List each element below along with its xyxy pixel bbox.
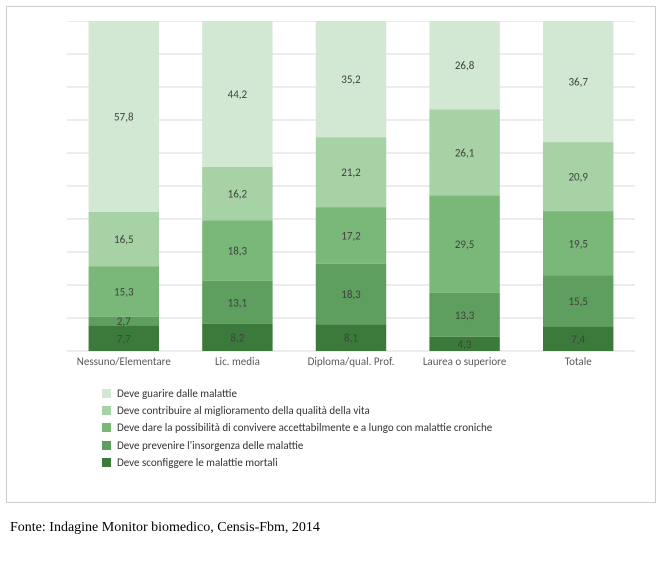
legend-swatch: [102, 423, 111, 432]
svg-text:36,7: 36,7: [568, 76, 588, 89]
svg-text:16,2: 16,2: [228, 188, 248, 201]
svg-text:Lic. media: Lic. media: [215, 355, 260, 368]
legend-item: Deve guarire dalle malattie: [102, 387, 492, 400]
svg-text:2,7: 2,7: [117, 315, 131, 328]
legend-swatch: [102, 441, 111, 450]
legend-label: Deve prevenire l'insorgenza delle malatt…: [117, 439, 303, 452]
svg-text:57,8: 57,8: [114, 110, 134, 123]
legend-label: Deve guarire dalle malattie: [117, 387, 237, 400]
legend-item: Deve dare la possibilità di convivere ac…: [102, 421, 492, 434]
legend-label: Deve sconfiggere le malattie mortali: [117, 456, 278, 469]
svg-text:4,3: 4,3: [458, 338, 472, 351]
legend-swatch: [102, 406, 111, 415]
svg-text:17,2: 17,2: [341, 230, 361, 243]
svg-text:8,1: 8,1: [344, 332, 358, 345]
legend-item: Deve prevenire l'insorgenza delle malatt…: [102, 439, 492, 452]
svg-text:35,2: 35,2: [341, 73, 361, 86]
svg-text:13,3: 13,3: [455, 309, 475, 322]
svg-text:26,8: 26,8: [455, 59, 475, 72]
legend-item: Deve sconfiggere le malattie mortali: [102, 456, 492, 469]
svg-text:18,3: 18,3: [341, 288, 361, 301]
legend-item: Deve contribuire al miglioramento della …: [102, 404, 492, 417]
svg-text:29,5: 29,5: [455, 238, 474, 251]
svg-text:13,1: 13,1: [228, 296, 248, 309]
svg-text:Laurea o superiore: Laurea o superiore: [423, 355, 507, 368]
legend-label: Deve contribuire al miglioramento della …: [117, 404, 370, 417]
svg-text:8,2: 8,2: [230, 331, 244, 344]
svg-text:26,1: 26,1: [455, 147, 475, 160]
chart-legend: Deve guarire dalle malattie Deve contribu…: [102, 387, 492, 473]
svg-text:15,3: 15,3: [114, 285, 134, 298]
svg-text:15,5: 15,5: [568, 295, 587, 308]
svg-text:20,9: 20,9: [568, 171, 588, 184]
svg-text:7,7: 7,7: [117, 332, 131, 345]
svg-text:7,4: 7,4: [571, 333, 585, 346]
svg-text:16,5: 16,5: [114, 233, 133, 246]
svg-text:44,2: 44,2: [228, 88, 248, 101]
svg-text:18,3: 18,3: [228, 245, 248, 258]
stacked-bar-chart: 7,7 2,7 15,3 16,5 57,8 8,2 13,1 18,3 16,2 44,2 8,1…: [67, 21, 637, 371]
svg-text:Totale: Totale: [565, 355, 593, 368]
legend-swatch: [102, 458, 111, 467]
svg-text:Diploma/qual. Prof.: Diploma/qual. Prof.: [308, 355, 395, 368]
source-line: Fonte: Indagine Monitor biomedico, Censi…: [10, 520, 320, 536]
svg-text:Nessuno/Elementare: Nessuno/Elementare: [77, 355, 172, 368]
legend-swatch: [102, 389, 111, 398]
svg-text:21,2: 21,2: [341, 166, 361, 179]
svg-text:19,5: 19,5: [568, 237, 587, 250]
legend-label: Deve dare la possibilità di convivere ac…: [117, 421, 492, 434]
